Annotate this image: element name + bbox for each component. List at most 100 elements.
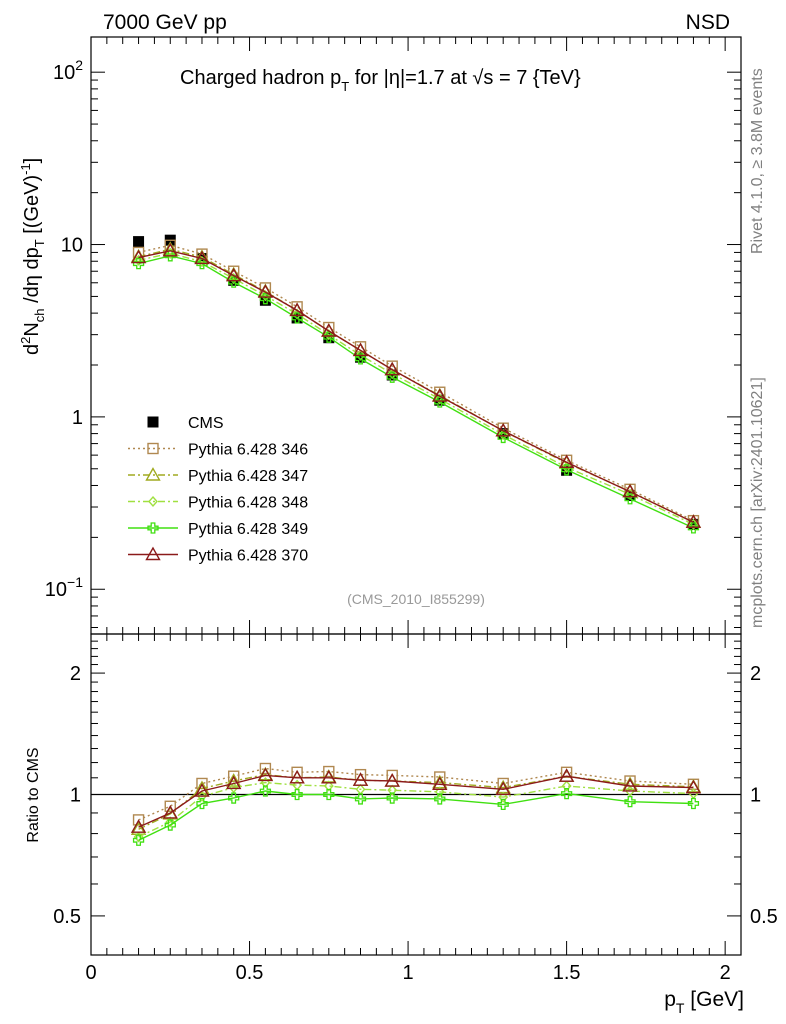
y-tick-label-right: 0.5 <box>750 906 778 928</box>
data-point <box>323 765 335 778</box>
x-tick-label: 1 <box>403 962 414 984</box>
y-tick-label: 10 <box>61 235 83 257</box>
main-panel-frame <box>90 36 742 635</box>
data-point <box>132 246 145 259</box>
ratio-series-group <box>130 762 702 846</box>
y-tick-label: 10−1 <box>45 574 83 601</box>
data-point <box>497 777 509 790</box>
data-point <box>560 464 573 476</box>
y-tick-label: 1 <box>70 785 81 807</box>
main-series-pythia-6-428-370 <box>130 242 702 528</box>
legend-entry: CMS <box>147 415 224 432</box>
x-axis-label: pT [GeV] <box>664 988 744 1016</box>
ratio-y-ticks: 0.5 0.5 1 1 2 2 <box>53 633 778 956</box>
ratio-series-pythia-6-428-370 <box>130 767 702 833</box>
data-point <box>197 790 207 802</box>
main-x-ticks <box>90 37 726 634</box>
beam-energy-label: 7000 GeV pp <box>103 11 227 34</box>
data-point <box>130 249 147 264</box>
ratio-y-axis-label: Ratio to CMS <box>25 747 42 842</box>
data-point <box>687 797 700 810</box>
data-point <box>386 792 398 804</box>
legend-label: Pythia 6.428 347 <box>188 468 308 485</box>
data-point <box>164 800 176 812</box>
data-point <box>164 819 176 831</box>
data-point <box>495 781 511 796</box>
data-point <box>622 483 638 498</box>
data-point <box>561 780 572 792</box>
data-point <box>561 461 572 473</box>
data-point <box>194 780 210 795</box>
data-point <box>162 241 178 255</box>
data-point <box>323 788 335 801</box>
x-tick-label: 0.5 <box>236 962 264 984</box>
series-line <box>138 781 694 838</box>
data-point <box>687 518 699 530</box>
data-point <box>228 792 240 804</box>
data-point <box>355 351 367 363</box>
y-tick-label: 102 <box>53 57 83 84</box>
data-point <box>495 422 511 437</box>
chart-title: Charged hadron pT for |η|=1.7 at √s = 7 … <box>180 67 581 94</box>
data-point <box>387 368 398 380</box>
data-point <box>354 793 367 805</box>
data-point <box>434 786 445 798</box>
data-point <box>352 342 369 357</box>
data-point <box>687 522 700 534</box>
rivet-version-label: Rivet 4.1.0, ≥ 3.8M events <box>749 68 766 254</box>
legend-marker <box>147 522 159 534</box>
data-point <box>560 766 573 779</box>
data-point <box>257 767 274 782</box>
data-point <box>259 785 272 797</box>
ratio-panel: 0.5 0.5 1 1 2 2 0 0.5 1 1.5 2 Ratio to CMS pT [Ge… <box>25 633 778 1016</box>
legend-marker <box>145 467 161 481</box>
data-point <box>625 785 635 797</box>
data-point <box>434 396 446 408</box>
data-point <box>384 773 400 787</box>
process-label: NSD <box>686 11 730 34</box>
data-point <box>387 784 398 796</box>
data-point <box>622 776 638 790</box>
data-point <box>352 772 369 786</box>
data-point <box>130 819 147 833</box>
series-line <box>138 790 694 841</box>
data-point <box>386 371 398 383</box>
data-point <box>558 768 575 782</box>
data-point <box>558 454 575 469</box>
data-point <box>289 769 305 784</box>
data-point <box>228 782 239 794</box>
data-point <box>323 780 334 792</box>
data-point <box>194 783 210 797</box>
data-point <box>225 773 242 787</box>
data-point <box>624 796 636 808</box>
ratio-x-ticks: 0 0.5 1 1.5 2 <box>85 634 731 984</box>
mcplots-credit-label: mcplots.cern.ch [arXiv:2401.10621] <box>749 377 766 628</box>
legend-label: Pythia 6.428 370 <box>188 548 308 565</box>
data-point <box>321 769 337 784</box>
data-point <box>560 787 573 800</box>
legend-marker <box>147 416 159 428</box>
main-y-ticks: 102 10 1 10−1 <box>45 57 741 628</box>
data-point <box>498 428 509 441</box>
main-series-pythia-6-428-349 <box>132 250 700 534</box>
data-point <box>259 762 272 775</box>
data-point <box>688 518 699 530</box>
data-point <box>289 302 305 317</box>
data-point <box>133 254 144 266</box>
data-point <box>162 242 178 257</box>
legend-entry: Pythia 6.428 347 <box>128 467 308 485</box>
data-point <box>225 775 242 790</box>
legend-label: Pythia 6.428 348 <box>188 495 308 512</box>
main-y-axis-label: d2Nch /dη dpT [(GeV)-1] <box>18 158 47 355</box>
data-point <box>165 816 176 828</box>
data-point <box>196 797 208 810</box>
x-tick-label: 2 <box>720 962 731 984</box>
data-point <box>434 793 446 805</box>
series-line <box>138 774 694 828</box>
ratio-series-pythia-6-428-349 <box>132 785 700 846</box>
data-point <box>685 514 702 528</box>
legend-marker <box>147 442 159 455</box>
legend: CMS Pythia 6.428 346 Pythia 6.428 347 Pythi… <box>128 415 308 565</box>
data-point <box>498 791 509 803</box>
